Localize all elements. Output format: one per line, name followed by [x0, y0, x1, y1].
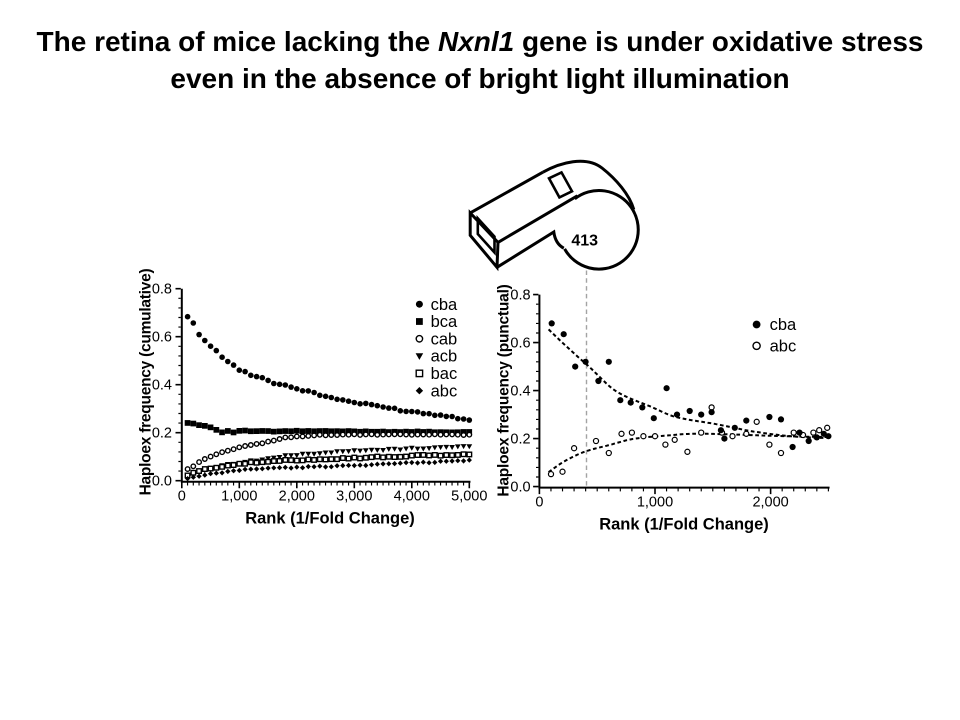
svg-text:5,000: 5,000 [451, 489, 487, 505]
svg-text:Rank (1/Fold Change): Rank (1/Fold Change) [245, 510, 415, 528]
svg-text:2,000: 2,000 [279, 489, 315, 505]
svg-text:Haploex frequency (cumulative): Haploex frequency (cumulative) [138, 269, 155, 496]
svg-text:0.0: 0.0 [152, 474, 172, 490]
svg-text:413: 413 [571, 233, 598, 250]
svg-text:0.2: 0.2 [510, 432, 530, 448]
svg-text:3,000: 3,000 [336, 489, 372, 505]
svg-text:cba: cba [431, 296, 458, 314]
svg-text:abc: abc [770, 337, 797, 355]
svg-text:abc: abc [431, 382, 458, 400]
svg-text:2,000: 2,000 [752, 495, 788, 511]
svg-text:0.0: 0.0 [510, 480, 530, 496]
svg-text:0.6: 0.6 [152, 330, 172, 346]
svg-text:bac: bac [431, 365, 458, 383]
svg-text:1,000: 1,000 [221, 489, 257, 505]
svg-text:0.6: 0.6 [510, 336, 530, 352]
svg-text:1,000: 1,000 [637, 495, 673, 511]
svg-text:0.8: 0.8 [152, 282, 172, 298]
svg-text:cab: cab [431, 330, 458, 348]
svg-text:Haploex frequency (punctual): Haploex frequency (punctual) [496, 284, 513, 496]
svg-text:bca: bca [431, 313, 458, 331]
svg-text:cba: cba [770, 316, 797, 334]
svg-text:acb: acb [431, 348, 458, 366]
svg-text:0: 0 [178, 489, 186, 505]
svg-text:Rank (1/Fold Change): Rank (1/Fold Change) [599, 516, 769, 534]
svg-text:0.8: 0.8 [510, 288, 530, 304]
svg-text:0.4: 0.4 [510, 384, 530, 400]
svg-text:0.4: 0.4 [152, 378, 172, 394]
svg-text:0.2: 0.2 [152, 426, 172, 442]
svg-text:0: 0 [535, 495, 543, 511]
svg-text:4,000: 4,000 [394, 489, 430, 505]
